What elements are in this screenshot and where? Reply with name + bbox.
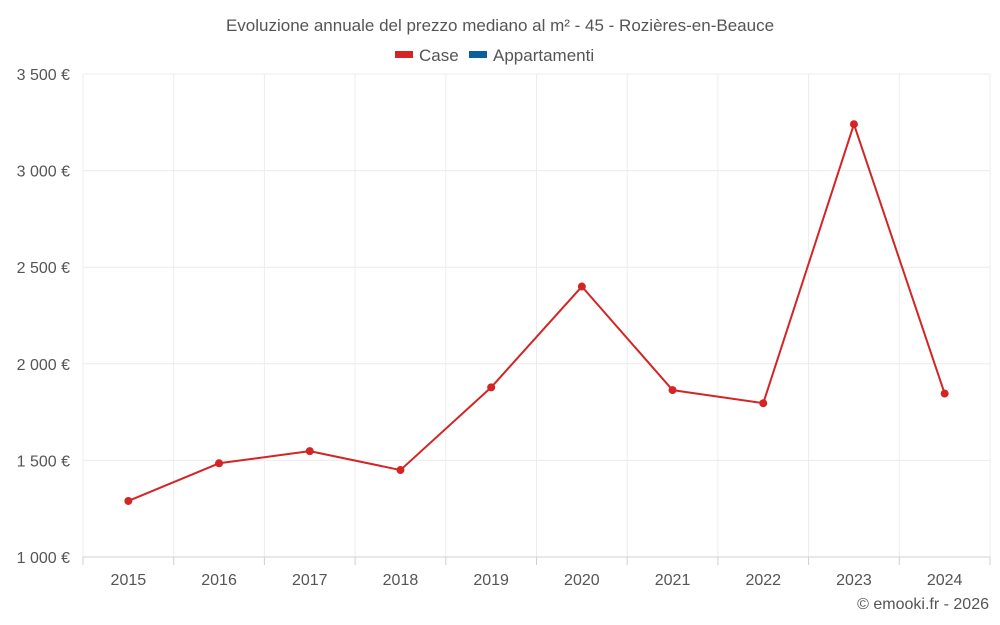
legend-label-appartamenti: Appartamenti <box>493 46 594 65</box>
y-tick-label: 2 000 € <box>17 357 70 374</box>
data-point-case-2022[interactable] <box>759 399 768 408</box>
data-point-case-2017[interactable] <box>305 447 314 456</box>
legend-label-case: Case <box>419 46 459 65</box>
y-tick-label: 3 000 € <box>17 164 70 181</box>
data-point-case-2024[interactable] <box>940 389 949 398</box>
x-tick-label: 2015 <box>111 572 147 589</box>
x-tick-label: 2022 <box>745 572 781 589</box>
legend-swatch-appartamenti <box>469 51 487 58</box>
y-tick-label: 1 000 € <box>17 550 70 567</box>
x-tick-label: 2019 <box>473 572 509 589</box>
data-point-case-2019[interactable] <box>487 383 496 392</box>
data-point-case-2015[interactable] <box>124 496 133 505</box>
credit-text: © emooki.fr - 2026 <box>857 596 989 613</box>
y-tick-label: 2 500 € <box>17 260 70 277</box>
x-tick-label: 2017 <box>292 572 328 589</box>
data-point-case-2023[interactable] <box>849 120 858 129</box>
x-tick-label: 2024 <box>927 572 963 589</box>
legend: Case Appartamenti <box>395 46 594 65</box>
x-tick-label: 2021 <box>655 572 691 589</box>
data-point-case-2018[interactable] <box>396 466 405 475</box>
x-tick-label: 2023 <box>836 572 872 589</box>
x-tick-label: 2018 <box>383 572 419 589</box>
data-point-case-2020[interactable] <box>577 282 586 291</box>
plot-series <box>124 120 949 505</box>
legend-swatch-case <box>395 51 413 58</box>
y-tick-label: 1 500 € <box>17 453 70 470</box>
data-point-case-2021[interactable] <box>668 386 677 395</box>
legend-item-case[interactable]: Case <box>395 46 459 65</box>
chart-title: Evoluzione annuale del prezzo mediano al… <box>226 16 774 35</box>
x-tick-label: 2016 <box>201 572 237 589</box>
legend-item-appartamenti[interactable]: Appartamenti <box>469 46 594 65</box>
gridlines <box>82 73 991 557</box>
x-axis: 2015 2016 2017 2018 2019 2020 2021 2022 2023 2024 <box>82 556 991 589</box>
y-tick-label: 3 500 € <box>17 67 70 84</box>
x-tick-label: 2020 <box>564 572 600 589</box>
series-line-case <box>127 123 946 502</box>
data-point-case-2016[interactable] <box>215 459 224 468</box>
y-axis: 1 000 € 1 500 € 2 000 € 2 500 € 3 000 € 3 500… <box>17 67 70 567</box>
